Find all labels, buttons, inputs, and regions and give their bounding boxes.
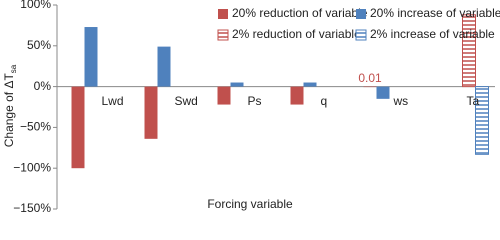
bar xyxy=(475,86,489,155)
chart: Change of ΔTsa Forcing variable 100% 50% 0… xyxy=(2,0,500,215)
x-tick-label: Ta xyxy=(467,94,480,108)
y-axis-title: Change of ΔTsa xyxy=(2,64,18,147)
x-tick-label: q xyxy=(321,94,328,108)
y-tick-label: 100% xyxy=(20,0,51,11)
y-tick-label: −150% xyxy=(13,201,51,215)
x-tick-label: Lwd xyxy=(102,94,124,108)
data-label: 0.01 xyxy=(358,71,382,85)
legend-swatch xyxy=(217,29,229,41)
x-axis-title: Forcing variable xyxy=(207,197,293,211)
y-axis-title-text: Change of ΔT xyxy=(2,73,16,148)
bar xyxy=(303,82,317,87)
y-tick-label: −50% xyxy=(20,120,51,134)
legend-swatch xyxy=(218,9,228,19)
bar xyxy=(71,86,85,169)
bar xyxy=(157,46,171,87)
legend-label: 20% increase of variable xyxy=(370,6,500,20)
y-axis-title-subscript: sa xyxy=(9,64,18,73)
legend-swatch xyxy=(356,9,366,19)
x-tick-label: ws xyxy=(393,94,409,108)
bar xyxy=(462,14,476,88)
legend-label: 20% reduction of variable xyxy=(232,6,368,20)
legend-swatch xyxy=(355,29,367,41)
y-tick-label: −100% xyxy=(13,160,51,174)
y-tick-label: 50% xyxy=(27,38,51,52)
bar xyxy=(230,82,244,87)
bar xyxy=(144,86,158,139)
x-tick-label: Ps xyxy=(248,94,262,108)
legend-label: 2% reduction of variable xyxy=(232,27,361,41)
x-tick-label: Swd xyxy=(175,94,198,108)
bar xyxy=(290,86,304,105)
bar xyxy=(363,86,377,88)
legend-label: 2% increase of variable xyxy=(370,27,495,41)
bar xyxy=(217,86,231,105)
bar xyxy=(84,27,98,87)
y-tick-label: 0% xyxy=(34,79,52,93)
bar xyxy=(376,86,390,99)
